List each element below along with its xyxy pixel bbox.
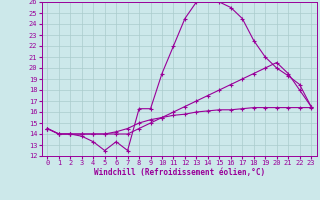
X-axis label: Windchill (Refroidissement éolien,°C): Windchill (Refroidissement éolien,°C) — [94, 168, 265, 177]
